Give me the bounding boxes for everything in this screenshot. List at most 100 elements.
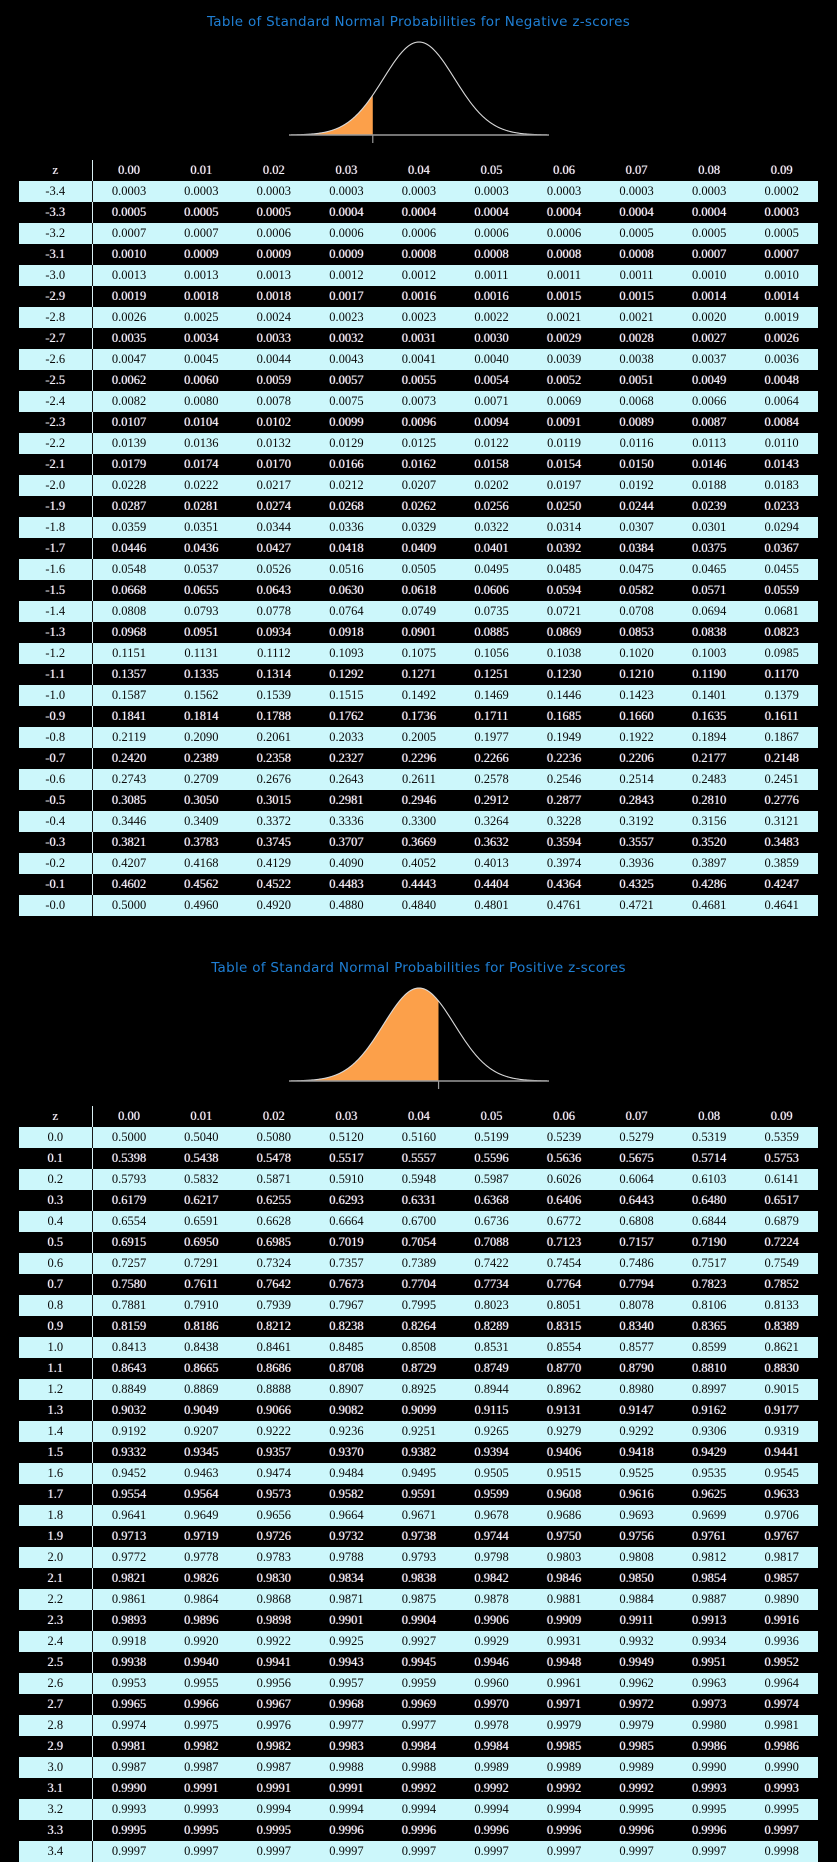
table-row: 1.2 0.8849 0.8869 0.8888 0.8907 0.8925 0.8944 0…: [18, 1379, 818, 1400]
table-cell: 0.1131: [184, 646, 219, 661]
table-cell: 0.9938: [111, 1655, 147, 1670]
row-header-z: -0.8: [18, 727, 93, 748]
table-cell: 0.0749: [401, 604, 437, 619]
table-cell: 0.0183: [764, 478, 799, 493]
table-cell: 0.9977: [329, 1718, 364, 1733]
table-row: -2.9 0.0019 0.0018 0.0018 0.0017 0.0016 0.0016…: [18, 286, 818, 307]
row-header-z: 3.0: [18, 1757, 93, 1778]
table-cell: 0.0009: [184, 247, 219, 262]
table-row: -3.2 0.0007 0.0007 0.0006 0.0006 0.0006 0.0006…: [18, 223, 818, 244]
row-header-z: -0.0: [18, 895, 93, 916]
table-cell: 0.8438: [184, 1340, 219, 1355]
table-cell: 0.9686: [546, 1508, 582, 1523]
table-cell: 0.5596: [474, 1151, 509, 1166]
table-cell: 0.3446: [111, 814, 147, 829]
table-cell: 0.2389: [184, 751, 219, 766]
row-header-z: -1.6: [18, 559, 93, 580]
table-cell: 0.0188: [691, 478, 727, 493]
table-row: -1.3 0.0968 0.0951 0.0934 0.0918 0.0901 0.0885…: [18, 622, 818, 643]
table-cell: 0.8907: [329, 1382, 364, 1397]
table-cell: 0.9948: [546, 1655, 582, 1670]
table-cell: 0.9968: [329, 1697, 364, 1712]
table-cell: 0.9991: [329, 1781, 364, 1796]
table-cell: 0.0606: [474, 583, 509, 598]
table-cell: 0.5120: [329, 1130, 364, 1145]
row-header-z: 2.6: [18, 1673, 93, 1694]
table-cell: 0.0060: [184, 373, 219, 388]
table-cell: 0.0006: [546, 226, 582, 241]
table-cell: 0.0475: [619, 562, 654, 577]
table-cell: 0.2206: [619, 751, 654, 766]
table-cell: 0.9525: [619, 1466, 654, 1481]
table-cell: 0.1814: [184, 709, 219, 724]
table-cell: 0.9744: [474, 1529, 509, 1544]
row-header-z: -2.3: [18, 412, 93, 433]
table-cell: 0.4443: [401, 877, 437, 892]
table-cell: 0.9881: [546, 1592, 582, 1607]
table-cell: 0.9812: [691, 1550, 727, 1565]
table-cell: 0.8531: [474, 1340, 509, 1355]
table-cell: 0.0793: [184, 604, 219, 619]
table-cell: 0.9726: [256, 1529, 292, 1544]
table-cell: 0.0217: [256, 478, 292, 493]
table-cell: 0.9993: [764, 1781, 799, 1796]
table-cell: 0.2776: [764, 793, 799, 808]
table-cell: 0.0035: [111, 331, 147, 346]
table-cell: 0.5359: [764, 1130, 799, 1145]
table-cell: 0.0212: [329, 478, 364, 493]
table-cell: 0.9927: [401, 1634, 437, 1649]
table-cell: 0.9980: [691, 1718, 727, 1733]
table-cell: 0.9994: [546, 1802, 582, 1817]
table-cell: 0.0033: [256, 331, 292, 346]
table-cell: 0.1922: [619, 730, 654, 745]
table-cell: 0.1685: [546, 709, 582, 724]
row-header-z: 1.2: [18, 1379, 93, 1400]
table-cell: 0.9713: [111, 1529, 147, 1544]
table-row: -0.8 0.2119 0.2090 0.2061 0.2033 0.2005 0.1977…: [18, 727, 818, 748]
table-cell: 0.0011: [474, 268, 509, 283]
column-header-0-05: 0.05: [480, 163, 503, 178]
table-cell: 0.9936: [764, 1634, 799, 1649]
column-header-0-02: 0.02: [262, 1109, 285, 1124]
table-cell: 0.9997: [401, 1844, 437, 1859]
table-cell: 0.0329: [401, 520, 437, 535]
table-cell: 0.9854: [691, 1571, 727, 1586]
table-cell: 0.0025: [184, 310, 219, 325]
table-cell: 0.1151: [112, 646, 146, 661]
table-cell: 0.9893: [111, 1613, 147, 1628]
table-cell: 0.0934: [256, 625, 292, 640]
table-cell: 0.8708: [329, 1361, 364, 1376]
table-cell: 0.9649: [184, 1508, 219, 1523]
table-header-row: z 0.00 0.01 0.02 0.03 0.04 0.05 0.06 0.07 0.08 0.0…: [18, 160, 818, 181]
table-cell: 0.7486: [619, 1256, 654, 1271]
table-cell: 0.4721: [619, 898, 654, 913]
table-cell: 0.9911: [619, 1613, 654, 1628]
table-cell: 0.0005: [111, 205, 147, 220]
table-cell: 0.9452: [111, 1466, 147, 1481]
table-cell: 0.0314: [546, 520, 582, 535]
table-cell: 0.0116: [619, 436, 654, 451]
table-cell: 0.2877: [546, 793, 582, 808]
table-row: 0.8 0.7881 0.7910 0.7939 0.7967 0.7995 0.8023 0…: [18, 1295, 818, 1316]
table-cell: 0.9772: [111, 1550, 147, 1565]
normal-curve-negative-figure: [0, 32, 837, 150]
table-cell: 0.5398: [111, 1151, 147, 1166]
table-cell: 0.3745: [256, 835, 292, 850]
table-row: 1.6 0.9452 0.9463 0.9474 0.9484 0.9495 0.9505 0…: [18, 1463, 818, 1484]
table-cell: 0.9901: [329, 1613, 364, 1628]
row-header-z: -1.8: [18, 517, 93, 538]
table-cell: 0.0009: [329, 247, 364, 262]
table-cell: 0.9394: [474, 1445, 509, 1460]
table-cell: 0.5793: [111, 1172, 147, 1187]
table-cell: 0.8264: [401, 1319, 437, 1334]
table-cell: 0.0003: [691, 184, 727, 199]
table-cell: 0.9990: [764, 1760, 799, 1775]
table-cell: 0.0853: [619, 625, 654, 640]
table-cell: 0.9996: [329, 1823, 364, 1838]
table-cell: 0.0020: [691, 310, 727, 325]
table-cell: 0.9996: [546, 1823, 582, 1838]
table-cell: 0.1314: [256, 667, 292, 682]
table-cell: 0.9949: [619, 1655, 654, 1670]
table-cell: 0.6103: [691, 1172, 727, 1187]
table-cell: 0.1038: [546, 646, 582, 661]
